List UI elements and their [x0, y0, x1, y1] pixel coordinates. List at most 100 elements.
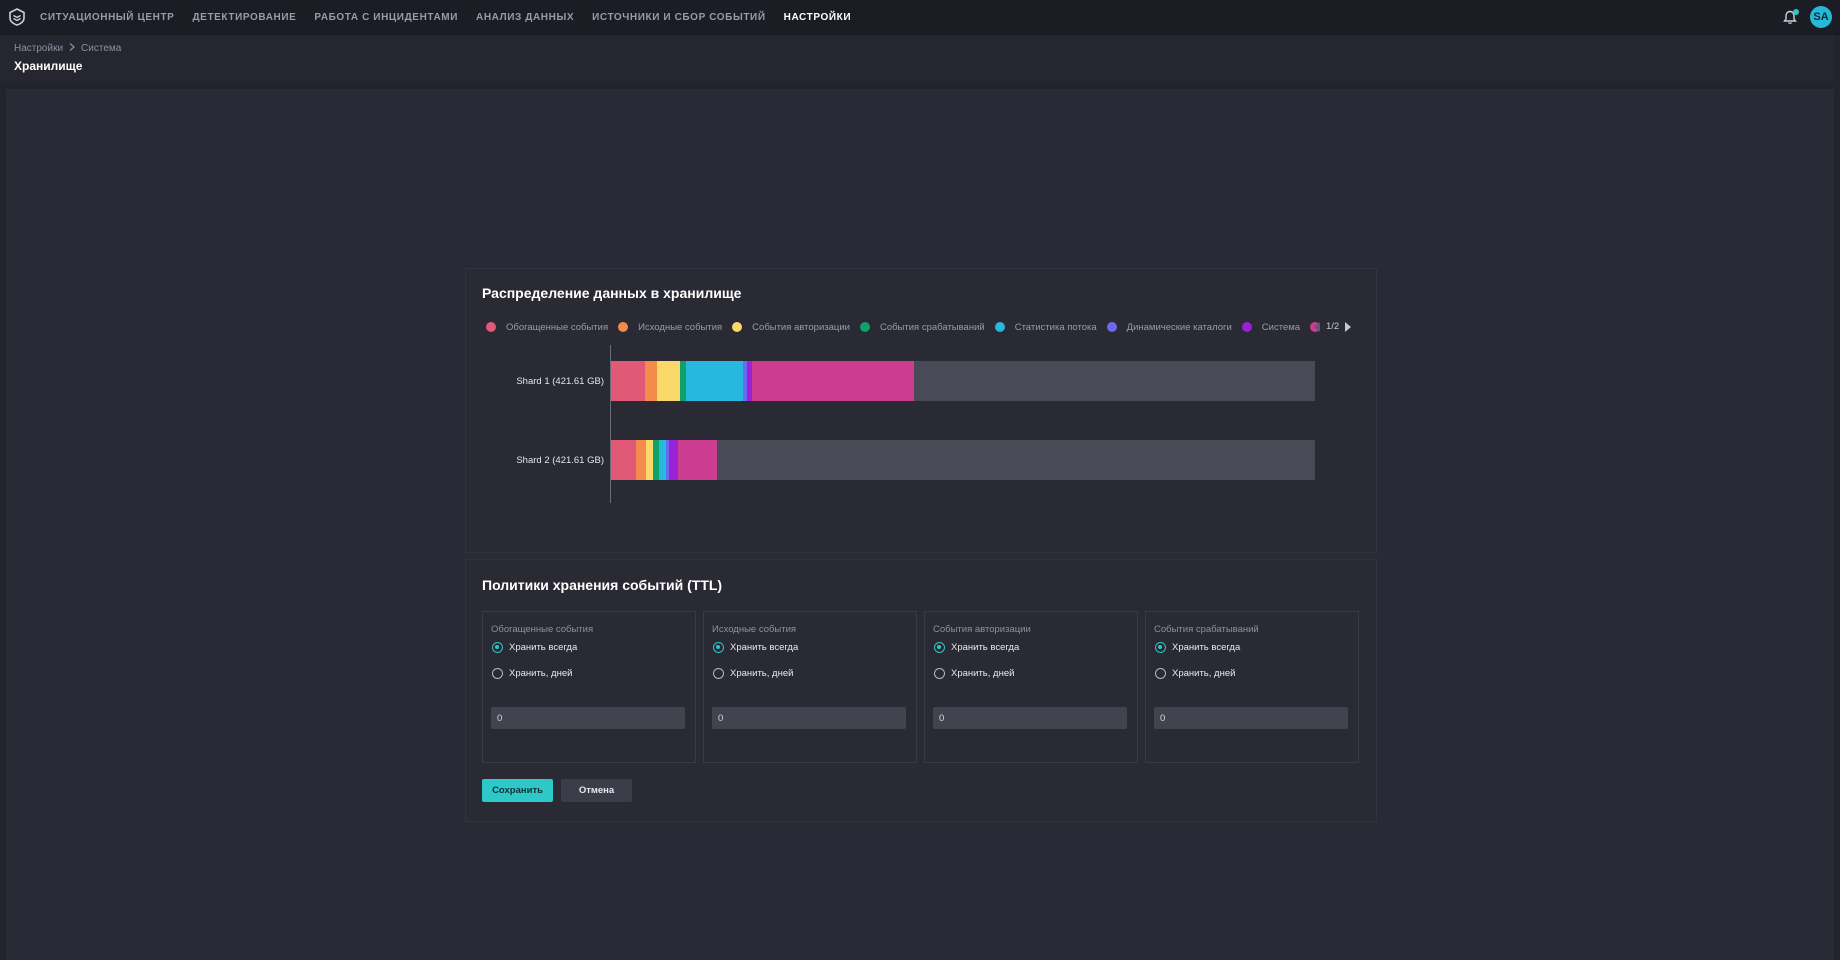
ttl-card-title: События авторизации: [933, 624, 1031, 635]
ttl-days-input[interactable]: [933, 707, 1127, 729]
bar-segment[interactable]: [668, 440, 678, 480]
top-navigation-bar: СИТУАЦИОННЫЙ ЦЕНТР ДЕТЕКТИРОВАНИЕ РАБОТА…: [0, 0, 1840, 35]
nav-data-analysis[interactable]: АНАЛИЗ ДАННЫХ: [476, 11, 575, 23]
bar-segment[interactable]: [743, 361, 747, 401]
chevron-right-icon: [69, 43, 75, 54]
ttl-panel-title: Политики хранения событий (TTL): [482, 577, 723, 593]
ttl-card-trigger-events: События срабатываний Хранить всегда Хран…: [1145, 611, 1359, 763]
notification-badge: [1793, 9, 1799, 15]
ttl-policies-panel: Политики хранения событий (TTL) Обогащен…: [465, 559, 1377, 822]
nav-detection[interactable]: ДЕТЕКТИРОВАНИЕ: [192, 11, 297, 23]
radio-label: Хранить, дней: [509, 668, 573, 679]
logo-icon[interactable]: [8, 8, 26, 26]
radio-button-checked[interactable]: [934, 642, 945, 653]
radio-label: Хранить, дней: [730, 668, 794, 679]
bar-segment[interactable]: [685, 361, 744, 401]
radio-label: Хранить всегда: [1172, 642, 1241, 653]
legend-dot: [486, 322, 496, 332]
storage-distribution-panel: Распределение данных в хранилище Обогаще…: [465, 268, 1377, 553]
legend-label: Динамические каталоги: [1126, 321, 1232, 333]
ttl-card-auth-events: События авторизации Хранить всегда Храни…: [924, 611, 1138, 763]
ttl-keep-always-option[interactable]: Хранить всегда: [1155, 642, 1240, 653]
ttl-card-source-events: Исходные события Хранить всегда Хранить,…: [703, 611, 917, 763]
legend-pager: 1/2: [1314, 321, 1352, 332]
legend-label: События срабатываний: [879, 321, 985, 333]
bar-segment[interactable]: [635, 440, 647, 480]
legend-dot: [859, 322, 870, 332]
breadcrumb: Настройки Система: [14, 43, 121, 54]
storage-panel-title: Распределение данных в хранилище: [482, 285, 742, 301]
ttl-card-enriched-events: Обогащенные события Хранить всегда Храни…: [482, 611, 696, 763]
radio-label: Хранить, дней: [1172, 668, 1236, 679]
page-header: Настройки Система Хранилище: [0, 35, 1834, 83]
legend-item[interactable]: Обогащенные события: [486, 322, 608, 333]
nav-situation-center[interactable]: СИТУАЦИОННЫЙ ЦЕНТР: [40, 11, 175, 23]
legend-dot: [1106, 322, 1117, 332]
legend-dot: [994, 322, 1005, 332]
bar-segment[interactable]: [646, 440, 654, 480]
bar-segment[interactable]: [677, 440, 718, 480]
radio-button[interactable]: [1155, 668, 1166, 679]
bar-segment[interactable]: [611, 440, 636, 480]
legend-dot: [1241, 322, 1252, 332]
legend-item[interactable]: Исходные события: [618, 322, 722, 333]
shard-2-bar[interactable]: [611, 440, 1315, 480]
radio-button-checked[interactable]: [713, 642, 724, 653]
legend-dot: [618, 322, 629, 332]
ttl-keep-always-option[interactable]: Хранить всегда: [492, 642, 577, 653]
chart-axis: [610, 345, 611, 503]
ttl-days-input[interactable]: [1154, 707, 1348, 729]
ttl-keep-always-option[interactable]: Хранить всегда: [713, 642, 798, 653]
bar-segment[interactable]: [656, 361, 680, 401]
ttl-card-title: События срабатываний: [1154, 624, 1259, 635]
nav-sources[interactable]: ИСТОЧНИКИ И СБОР СОБЫТИЙ: [592, 11, 766, 23]
radio-label: Хранить всегда: [730, 642, 799, 653]
user-avatar[interactable]: SA: [1810, 6, 1832, 28]
radio-button-checked[interactable]: [492, 642, 503, 653]
legend-prev-icon[interactable]: [1314, 321, 1320, 332]
nav-incidents[interactable]: РАБОТА С ИНЦИДЕНТАМИ: [314, 11, 459, 23]
legend-next-icon[interactable]: [1345, 321, 1352, 332]
radio-button[interactable]: [492, 668, 503, 679]
ttl-keep-always-option[interactable]: Хранить всегда: [934, 642, 1019, 653]
ttl-keep-days-option[interactable]: Хранить, дней: [934, 668, 1014, 679]
ttl-days-input[interactable]: [491, 707, 685, 729]
save-button[interactable]: Сохранить: [482, 779, 553, 802]
legend-item[interactable]: Система: [1241, 321, 1301, 333]
radio-button-checked[interactable]: [1155, 642, 1166, 653]
ttl-days-input[interactable]: [712, 707, 906, 729]
bar-segment[interactable]: [751, 361, 914, 401]
ttl-keep-days-option[interactable]: Хранить, дней: [1155, 668, 1235, 679]
ttl-keep-days-option[interactable]: Хранить, дней: [492, 668, 572, 679]
legend-item[interactable]: События срабатываний: [859, 321, 985, 333]
legend-label: Система: [1261, 321, 1301, 333]
radio-label: Хранить, дней: [951, 668, 1015, 679]
bar-segment[interactable]: [644, 361, 657, 401]
breadcrumb-settings[interactable]: Настройки: [14, 43, 64, 54]
bar-segment[interactable]: [611, 361, 645, 401]
legend-label: Исходные события: [638, 321, 723, 333]
legend-item[interactable]: Динамические каталоги: [1106, 321, 1232, 333]
radio-button[interactable]: [934, 668, 945, 679]
radio-button[interactable]: [713, 668, 724, 679]
nav-settings[interactable]: НАСТРОЙКИ: [783, 11, 852, 23]
legend-dot: [732, 322, 743, 332]
bar-segment[interactable]: [653, 440, 659, 480]
cancel-button[interactable]: Отмена: [561, 779, 632, 802]
ttl-keep-days-option[interactable]: Хранить, дней: [713, 668, 793, 679]
breadcrumb-system[interactable]: Система: [81, 43, 122, 54]
legend-item[interactable]: События авторизации: [732, 322, 850, 333]
bar-segment[interactable]: [665, 440, 669, 480]
legend-label: Обогащенные события: [506, 321, 609, 333]
legend-item[interactable]: Статистика потока: [994, 321, 1097, 333]
bar-segment[interactable]: [658, 440, 666, 480]
bar-segment[interactable]: [746, 361, 752, 401]
main-menu: СИТУАЦИОННЫЙ ЦЕНТР ДЕТЕКТИРОВАНИЕ РАБОТА…: [40, 0, 869, 34]
radio-label: Хранить всегда: [509, 642, 578, 653]
bar-segment[interactable]: [679, 361, 686, 401]
notifications-bell-icon[interactable]: [1780, 7, 1800, 27]
page-title: Хранилище: [14, 59, 83, 73]
legend-label: Статистика потока: [1014, 321, 1097, 333]
ttl-card-title: Обогащенные события: [491, 624, 594, 635]
shard-1-bar[interactable]: [611, 361, 1315, 401]
